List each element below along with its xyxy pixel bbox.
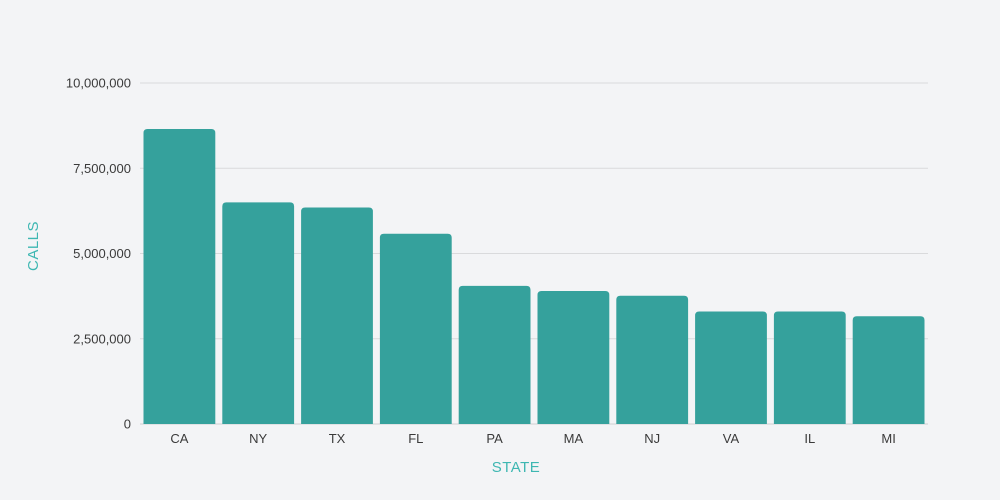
y-tick-label: 0: [124, 417, 131, 432]
x-tick-label: FL: [408, 431, 423, 446]
bar-ny[interactable]: [222, 202, 295, 424]
x-tick-label: CA: [170, 431, 188, 446]
y-axis-ticks: 0 2,500,000 5,000,000 7,500,000 10,000,000: [66, 76, 131, 432]
y-tick-label: 7,500,000: [73, 161, 131, 176]
bar-tx[interactable]: [301, 207, 373, 424]
x-tick-label: NY: [249, 431, 267, 446]
bar-il[interactable]: [773, 311, 846, 424]
bar-nj[interactable]: [616, 295, 689, 424]
y-tick-label: 2,500,000: [73, 331, 131, 346]
bars: [143, 129, 925, 424]
bar-ca[interactable]: [143, 129, 216, 424]
x-axis-ticks: CA NY TX FL PA MA NJ VA IL MI: [170, 431, 895, 446]
x-tick-label: PA: [486, 431, 503, 446]
x-tick-label: MA: [564, 431, 584, 446]
bar-va[interactable]: [695, 311, 767, 424]
x-tick-label: MI: [881, 431, 895, 446]
x-tick-label: IL: [804, 431, 815, 446]
bar-pa[interactable]: [458, 285, 531, 424]
bar-fl[interactable]: [379, 233, 452, 424]
x-tick-label: TX: [329, 431, 346, 446]
bar-ma[interactable]: [537, 291, 610, 424]
x-tick-label: VA: [723, 431, 740, 446]
bar-mi[interactable]: [852, 316, 925, 424]
y-tick-label: 5,000,000: [73, 246, 131, 261]
y-axis-title: CALLS: [25, 221, 42, 271]
y-tick-label: 10,000,000: [66, 76, 131, 91]
x-axis-title: STATE: [492, 459, 541, 476]
x-tick-label: NJ: [644, 431, 660, 446]
